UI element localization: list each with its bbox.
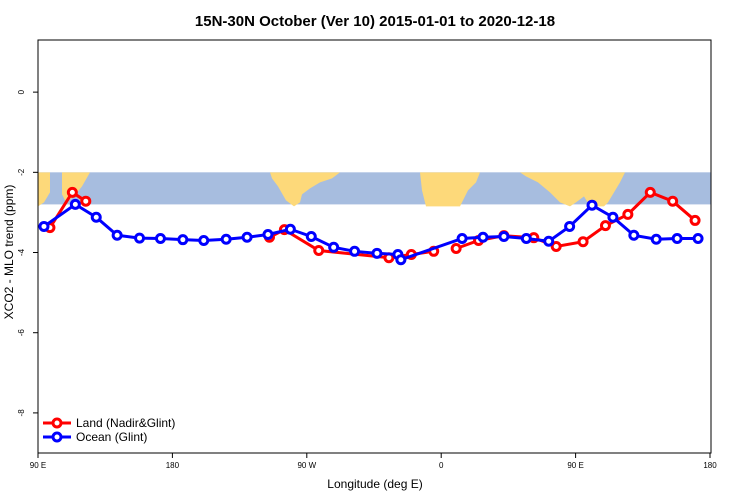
plot-frame bbox=[37, 39, 712, 454]
map-land bbox=[38, 172, 50, 207]
x-tick-label: 90 E bbox=[567, 461, 583, 470]
data-point bbox=[198, 234, 210, 246]
x-tick-label: 0 bbox=[439, 461, 444, 470]
series-line bbox=[43, 202, 699, 262]
y-axis-label: XCO2 - MLO trend (ppm) bbox=[2, 185, 16, 320]
data-point bbox=[177, 234, 189, 246]
map-land bbox=[520, 172, 625, 207]
data-point bbox=[692, 232, 704, 244]
data-point bbox=[69, 198, 81, 210]
data-point bbox=[220, 233, 232, 245]
data-point bbox=[498, 230, 510, 242]
data-point bbox=[90, 211, 102, 223]
data-point bbox=[456, 232, 468, 244]
data-point bbox=[622, 208, 634, 220]
map-land bbox=[420, 172, 480, 207]
data-point bbox=[80, 195, 92, 207]
data-point bbox=[564, 220, 576, 232]
legend: Land (Nadir&Glint)Ocean (Glint) bbox=[43, 416, 175, 444]
series-layer bbox=[38, 186, 704, 266]
x-tick-label: 180 bbox=[166, 461, 180, 470]
y-tick-label: -2 bbox=[17, 168, 26, 176]
data-point bbox=[66, 186, 78, 198]
data-point bbox=[599, 220, 611, 232]
y-tick-label: -4 bbox=[17, 248, 26, 256]
data-point bbox=[450, 243, 462, 255]
data-point bbox=[134, 232, 146, 244]
x-tick-label: 180 bbox=[703, 461, 717, 470]
y-tick-label: 0 bbox=[17, 89, 26, 94]
x-axis: 90 E 180 90 W 0 90 E 180 bbox=[30, 453, 717, 470]
chart-title: 15N-30N October (Ver 10) 2015-01-01 to 2… bbox=[195, 13, 555, 30]
data-point bbox=[328, 241, 340, 253]
map-land bbox=[270, 172, 340, 207]
data-point bbox=[313, 245, 325, 257]
data-point bbox=[38, 220, 50, 232]
data-point bbox=[607, 211, 619, 223]
data-point bbox=[577, 236, 589, 248]
legend-label: Ocean (Glint) bbox=[76, 430, 147, 444]
x-axis-label: Longitude (deg E) bbox=[327, 477, 422, 491]
y-tick-label: -8 bbox=[17, 409, 26, 417]
data-point bbox=[154, 232, 166, 244]
x-tick-label: 90 W bbox=[297, 461, 316, 470]
world-map-band bbox=[38, 172, 711, 207]
data-point bbox=[628, 229, 640, 241]
data-point bbox=[671, 232, 683, 244]
data-point bbox=[689, 214, 701, 226]
data-point bbox=[305, 230, 317, 242]
y-tick-label: -6 bbox=[17, 329, 26, 337]
series-ocean bbox=[38, 198, 704, 266]
data-point bbox=[477, 231, 489, 243]
data-point bbox=[520, 232, 532, 244]
x-tick-label: 90 E bbox=[30, 461, 46, 470]
legend-marker bbox=[51, 431, 63, 443]
data-point bbox=[650, 233, 662, 245]
data-point bbox=[262, 228, 274, 240]
data-point bbox=[241, 231, 253, 243]
data-point bbox=[543, 235, 555, 247]
data-point bbox=[284, 223, 296, 235]
legend-marker bbox=[51, 417, 63, 429]
data-point bbox=[349, 245, 361, 257]
legend-label: Land (Nadir&Glint) bbox=[76, 416, 175, 430]
data-point bbox=[395, 254, 407, 266]
data-point bbox=[550, 241, 562, 252]
data-point bbox=[667, 195, 679, 207]
data-point bbox=[111, 229, 123, 241]
data-point bbox=[586, 199, 598, 211]
data-point bbox=[371, 247, 383, 259]
y-axis: 0 -2 -4 -6 -8 bbox=[17, 89, 38, 416]
data-point bbox=[644, 186, 656, 198]
